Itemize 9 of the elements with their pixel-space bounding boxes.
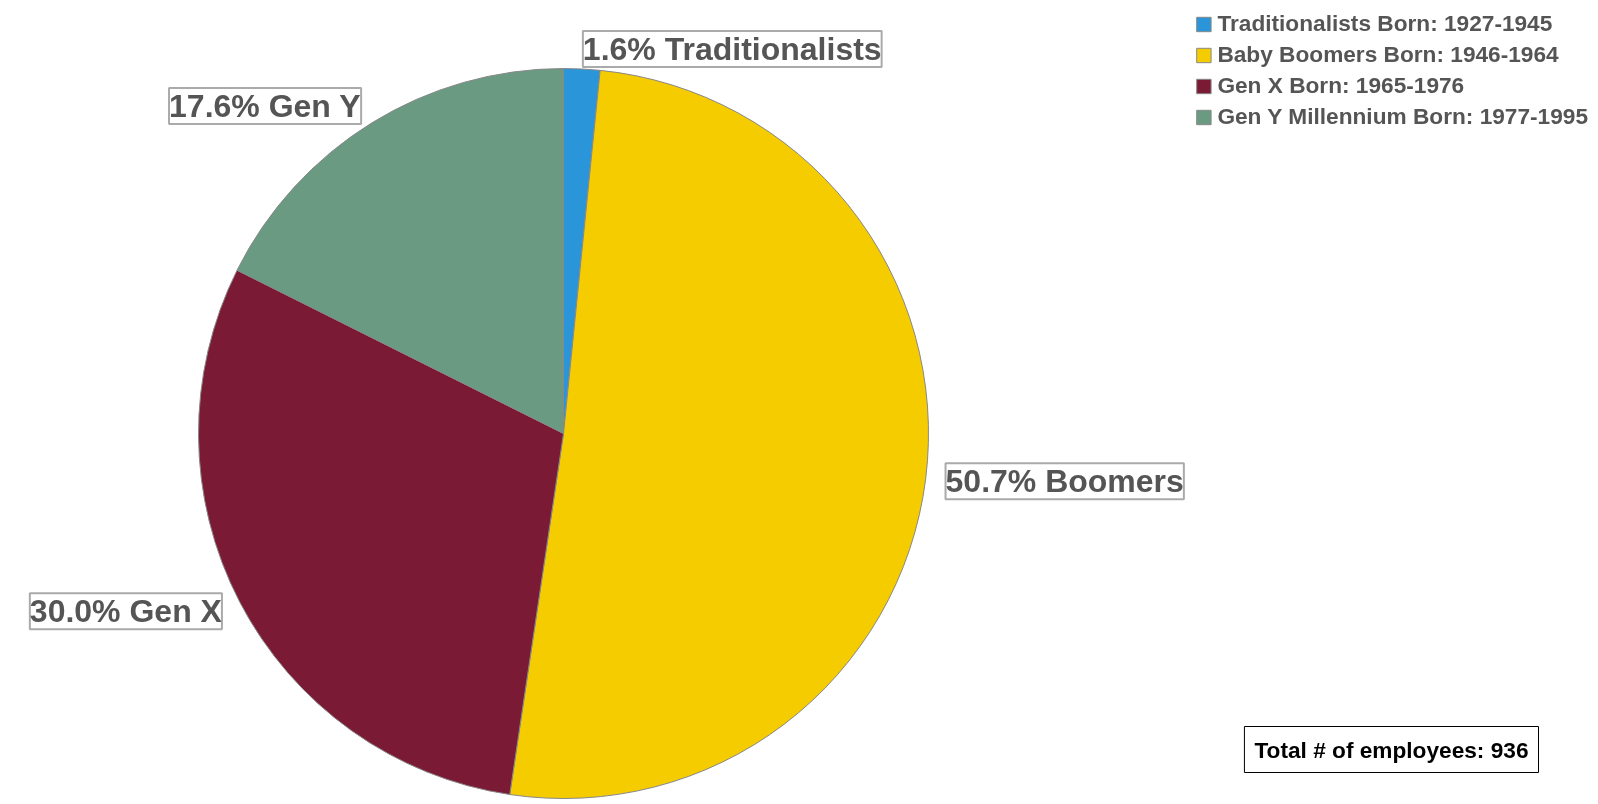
data-label: 17.6% Gen Y bbox=[169, 87, 361, 124]
data-label: 50.7% Boomers bbox=[945, 463, 1184, 500]
data-label: 30.0% Gen X bbox=[29, 593, 223, 630]
legend-label: Gen X Born: 1965-1976 bbox=[1217, 72, 1465, 99]
legend-label: Gen Y Millennium Born: 1977-1995 bbox=[1217, 103, 1588, 130]
legend-label: Traditionalists Born: 1927-1945 bbox=[1217, 10, 1553, 37]
data-label: 1.6% Traditionalists bbox=[582, 30, 882, 67]
legend-label: Baby Boomers Born: 1946-1964 bbox=[1217, 41, 1559, 68]
text: Total # of employees: 936 bbox=[1254, 736, 1529, 763]
